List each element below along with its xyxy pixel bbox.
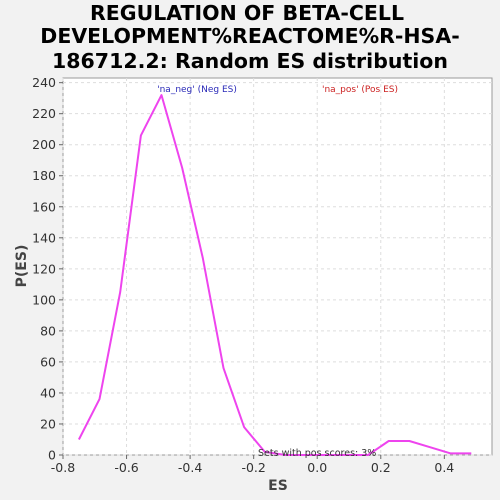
y-axis-label: P(ES) xyxy=(14,245,30,288)
grid xyxy=(62,78,492,456)
y-tick-label: 200 xyxy=(32,137,56,152)
pos-scores-annotation: Sets with pos scores: 3% xyxy=(258,448,376,459)
y-tick-label: 140 xyxy=(32,230,56,245)
y-tick-label: 100 xyxy=(32,292,56,307)
title-line-3: 186712.2: Random ES distribution xyxy=(52,49,448,73)
x-tick-label: 0.4 xyxy=(434,460,454,475)
axis-ticks: -0.8 -0.6 -0.4 -0.2 0.0 0.2 0.4 0 20 40 60 80 100 120… xyxy=(32,75,454,475)
title-line-1: REGULATION OF BETA-CELL xyxy=(90,1,404,25)
x-tick-label: 0.0 xyxy=(307,460,327,475)
x-tick-label: -0.2 xyxy=(241,460,265,475)
legend-neg-label: 'na_neg' (Neg ES) xyxy=(157,85,237,95)
legend-pos-label: 'na_pos' (Pos ES) xyxy=(322,85,398,95)
y-tick-label: 0 xyxy=(48,448,56,463)
series-layer xyxy=(78,94,472,456)
y-tick-label: 160 xyxy=(32,199,56,214)
x-tick-label: -0.8 xyxy=(51,460,75,475)
x-tick-label: -0.4 xyxy=(178,460,202,475)
chart-title: REGULATION OF BETA-CELL DEVELOPMENT%REAC… xyxy=(40,1,459,73)
y-tick-label: 240 xyxy=(32,75,56,90)
y-tick-label: 120 xyxy=(32,261,56,276)
x-axis-label: ES xyxy=(268,478,288,494)
title-line-2: DEVELOPMENT%REACTOME%R-HSA- xyxy=(40,24,459,48)
y-tick-label: 60 xyxy=(40,354,56,369)
y-tick-label: 80 xyxy=(40,323,56,338)
y-tick-label: 40 xyxy=(40,385,56,400)
y-tick-label: 180 xyxy=(32,168,56,183)
y-tick-label: 220 xyxy=(32,106,56,121)
x-tick-label: -0.6 xyxy=(114,460,138,475)
y-tick-label: 20 xyxy=(40,416,56,431)
plot-area xyxy=(62,77,493,456)
series-line xyxy=(78,94,472,456)
x-tick-label: 0.2 xyxy=(371,460,391,475)
